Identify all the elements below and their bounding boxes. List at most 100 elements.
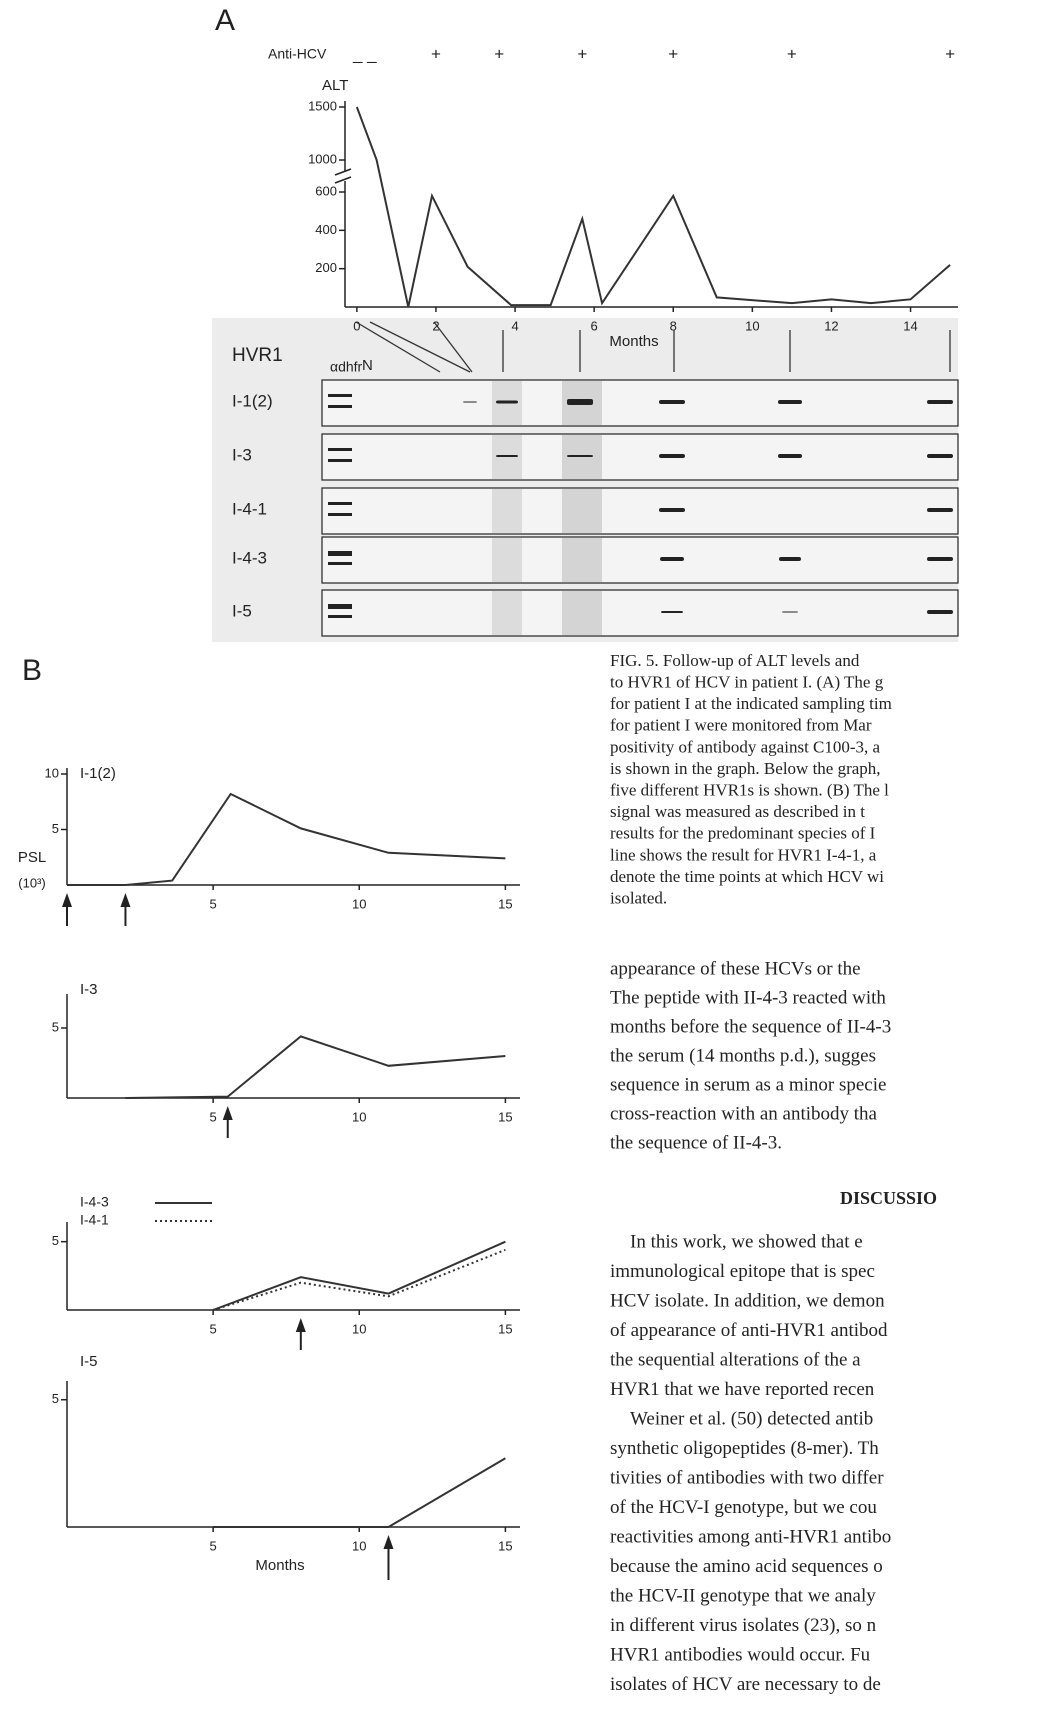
- x-tick-label: 5: [210, 896, 217, 911]
- body-line: sequence in serum as a minor specie: [610, 1074, 886, 1095]
- blot-strip: [322, 380, 958, 426]
- caption-line: isolated.: [610, 889, 667, 908]
- band: [778, 454, 802, 458]
- x-tick-label: 12: [824, 318, 838, 333]
- body-line: because the amino acid sequences o: [610, 1556, 883, 1577]
- caption-line: for patient I were monitored from Mar: [610, 716, 872, 735]
- x-tick-label: 15: [498, 896, 512, 911]
- x-tick-label: 0: [353, 318, 360, 333]
- x-tick-label: 5: [210, 1321, 217, 1336]
- x-tick-label: 15: [498, 1109, 512, 1124]
- anti-hcv-mark: +: [787, 44, 797, 63]
- band: [567, 455, 593, 457]
- blot-lane: [492, 591, 522, 635]
- band: [659, 400, 685, 404]
- caption-line: positivity of antibody against C100-3, a: [610, 737, 881, 756]
- body-line: the serum (14 months p.d.), sugges: [610, 1045, 876, 1066]
- row-label: I-4-1: [232, 499, 267, 518]
- body-line: The peptide with II-4-3 reacted with: [610, 987, 886, 1008]
- caption-line: to HVR1 of HCV in patient I. (A) The g: [610, 673, 884, 692]
- y-tick-label: 5: [52, 821, 59, 836]
- body-line: of appearance of anti-HVR1 antibod: [610, 1320, 888, 1341]
- blot-lane: [562, 538, 602, 582]
- body-line: appearance of these HCVs or the: [610, 958, 861, 979]
- blot-title: HVR1: [232, 345, 283, 366]
- anti-hcv-mark: +: [494, 44, 504, 63]
- anti-hcv-mark: +: [431, 44, 441, 63]
- body-line: in different virus isolates (23), so n: [610, 1615, 877, 1636]
- x-tick-label: 15: [498, 1321, 512, 1336]
- band: [328, 394, 352, 397]
- y-tick-label: 400: [315, 222, 337, 237]
- band: [927, 400, 953, 404]
- section-heading: DISCUSSIO: [840, 1188, 937, 1208]
- body-line: the HCV-II genotype that we analy: [610, 1585, 876, 1606]
- y-tick-label: 5: [52, 1233, 59, 1248]
- band: [782, 612, 798, 613]
- anti-hcv-mark: _ _: [352, 44, 377, 63]
- body-line: isolates of HCV are necessary to de: [610, 1674, 881, 1695]
- band: [778, 400, 802, 404]
- body-line: tivities of antibodies with two differ: [610, 1467, 884, 1488]
- caption-line: five different HVR1s is shown. (B) The l: [610, 781, 889, 800]
- band: [927, 610, 953, 614]
- blot-lane: [562, 591, 602, 635]
- band: [779, 557, 801, 561]
- band: [659, 454, 685, 458]
- body-line: HVR1 antibodies would occur. Fu: [610, 1644, 871, 1665]
- chart-title: I-1(2): [80, 765, 116, 782]
- blot-lane: [562, 489, 602, 533]
- x-tick-label: 14: [903, 318, 917, 333]
- body-line: In this work, we showed that e: [630, 1231, 863, 1252]
- x-tick-label: 10: [352, 1321, 366, 1336]
- y-tick-label: 1500: [308, 98, 337, 113]
- data-line: [213, 1250, 505, 1310]
- band: [927, 557, 953, 561]
- blot-strip: [322, 434, 958, 480]
- chart-title: I-5: [80, 1353, 98, 1370]
- row-label: I-5: [232, 601, 252, 620]
- y-tick-label: 1000: [308, 151, 337, 166]
- blot-lane: [492, 538, 522, 582]
- x-tick-label: 10: [352, 896, 366, 911]
- arrow-head: [120, 893, 130, 907]
- band: [496, 401, 518, 404]
- data-line: [213, 1242, 505, 1310]
- x-tick-label: 2: [432, 318, 439, 333]
- x-tick-label: 10: [352, 1109, 366, 1124]
- body-line: months before the sequence of II-4-3: [610, 1016, 891, 1037]
- legend-label: I-4-1: [80, 1212, 109, 1228]
- arrow-head: [383, 1535, 393, 1549]
- row-label: I-3: [232, 445, 252, 464]
- body-line: reactivities among anti-HVR1 antibo: [610, 1526, 891, 1547]
- page-svg: A B FIG. 5. Follow-up of ALT levels andt…: [0, 0, 1045, 1713]
- x-tick-label: 5: [210, 1109, 217, 1124]
- x-tick-label: 10: [352, 1538, 366, 1553]
- caption-line: results for the predominant species of I: [610, 824, 876, 843]
- band: [567, 399, 593, 405]
- chart-title: ALT: [322, 77, 348, 94]
- band: [660, 557, 684, 561]
- band: [328, 448, 352, 451]
- band: [496, 455, 518, 457]
- lane-label: αdhfr: [330, 359, 363, 375]
- band: [328, 405, 352, 408]
- arrow-head: [223, 1106, 233, 1120]
- blot-strip: [322, 590, 958, 636]
- caption-line: for patient I at the indicated sampling …: [610, 694, 892, 713]
- band: [328, 604, 352, 609]
- page: A B FIG. 5. Follow-up of ALT levels andt…: [0, 0, 1045, 1713]
- chart-title: I-3: [80, 981, 98, 998]
- blot-strip: [322, 537, 958, 583]
- y-axis-unit: (10³): [18, 875, 45, 890]
- caption-line: signal was measured as described in t: [610, 802, 865, 821]
- data-line: [213, 1458, 505, 1527]
- lane-label: N: [362, 357, 373, 374]
- body-line: of the HCV-I genotype, but we cou: [610, 1497, 877, 1518]
- caption-line: line shows the result for HVR1 I-4-1, a: [610, 845, 877, 864]
- data-line: [67, 794, 505, 885]
- panel-label: B: [22, 654, 42, 687]
- y-tick-label: 600: [315, 183, 337, 198]
- band: [328, 562, 352, 565]
- arrow-head: [62, 893, 72, 907]
